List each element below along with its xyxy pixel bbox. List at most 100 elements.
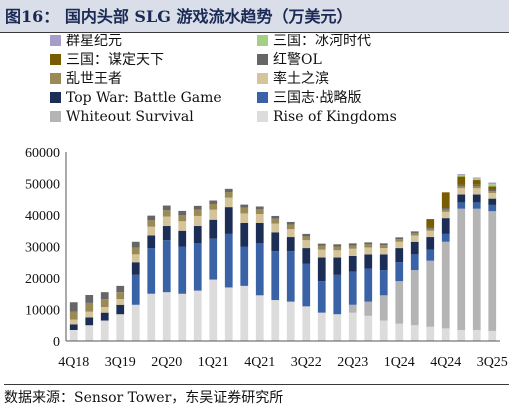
bar-segment <box>488 211 497 331</box>
y-tick-label: 60000 <box>25 146 60 161</box>
legend-label: 乱世王者 <box>66 71 122 87</box>
bar-stack <box>240 204 249 341</box>
x-tick-label: 4Q24 <box>430 355 461 370</box>
bar-segment <box>162 216 171 227</box>
bar-segment <box>147 248 156 294</box>
bar-segment <box>348 248 357 256</box>
bar-segment <box>116 314 125 341</box>
bar-segment <box>193 226 202 244</box>
bar-segment <box>395 239 404 242</box>
bar-segment <box>364 247 373 255</box>
bar-segment <box>317 243 326 246</box>
bar-segment <box>457 194 466 203</box>
bar-segment <box>472 188 481 195</box>
bar-segment <box>209 279 218 341</box>
bar-segment <box>426 260 435 327</box>
bar-segment <box>457 174 466 177</box>
bar-segment <box>131 274 140 305</box>
bar-segment <box>178 215 187 222</box>
bar-segment <box>333 250 342 258</box>
bar-segment <box>302 233 311 237</box>
bar-stack <box>100 292 109 341</box>
bar-stack <box>147 215 156 341</box>
bar-segment <box>131 241 140 248</box>
bar-stack <box>69 302 78 341</box>
legend-swatch <box>257 35 268 46</box>
bar-segment <box>162 226 171 241</box>
bar-stack <box>255 206 264 341</box>
y-tick-label: 20000 <box>25 272 60 287</box>
bar-stack <box>131 241 140 341</box>
bar-segment <box>488 192 497 199</box>
x-tick-label: 2Q20 <box>151 355 182 370</box>
legend-item: 群星纪元 <box>50 34 122 49</box>
bar-segment <box>426 226 435 229</box>
bar-segment <box>255 214 264 223</box>
bar-segment <box>271 232 280 252</box>
bar-segment <box>240 246 249 286</box>
bar-segment <box>162 240 171 293</box>
bar-segment <box>271 300 280 341</box>
bar-segment <box>364 301 373 316</box>
bar-segment <box>317 281 326 313</box>
legend-item: Rise of Kingdoms <box>257 109 397 125</box>
bar-segment <box>457 176 466 185</box>
bar-segment <box>364 244 373 248</box>
legend-swatch <box>257 54 268 65</box>
bar-segment <box>348 304 357 313</box>
bar-segment <box>379 243 388 246</box>
bar-segment <box>395 237 404 240</box>
bar-plot-area <box>69 174 497 341</box>
bar-segment <box>209 219 218 239</box>
x-tick-label: 3Q22 <box>291 355 322 370</box>
bar-segment <box>69 311 78 320</box>
bar-segment <box>255 295 264 341</box>
bar-stack <box>317 243 326 341</box>
bar-segment <box>364 315 373 341</box>
bar-segment <box>240 204 249 208</box>
y-tick-label: 10000 <box>25 304 60 319</box>
bar-segment <box>395 281 404 324</box>
bar-segment <box>457 329 466 341</box>
x-axis: 4Q18 3Q19 2Q20 1Q21 4Q21 3Q22 2Q23 1Q24 4Q24 3Q25 <box>58 340 508 370</box>
bar-segment <box>333 274 342 315</box>
bar-segment <box>85 302 94 312</box>
bar-segment <box>472 202 481 209</box>
bar-segment <box>472 184 481 187</box>
bar-segment <box>193 209 202 216</box>
bar-segment <box>441 211 450 219</box>
bar-segment <box>69 319 78 325</box>
bar-segment <box>240 222 249 247</box>
bar-segment <box>410 241 419 255</box>
legend-swatch <box>257 92 268 103</box>
y-tick-label: 40000 <box>25 209 60 224</box>
bar-segment <box>364 268 373 302</box>
bar-segment <box>426 219 435 227</box>
bar-segment <box>395 241 404 249</box>
bar-segment <box>209 238 218 280</box>
bar-stack <box>271 215 280 341</box>
bar-segment <box>286 229 295 238</box>
bar-stack <box>224 188 233 341</box>
bar-segment <box>131 254 140 263</box>
bar-stack <box>472 177 481 341</box>
bar-segment <box>85 311 94 318</box>
bar-segment <box>472 177 481 179</box>
x-tick-label: 1Q21 <box>198 355 229 370</box>
bar-segment <box>441 241 450 329</box>
bar-segment <box>379 245 388 249</box>
x-tick-label: 1Q24 <box>384 355 415 370</box>
bar-segment <box>441 218 450 234</box>
bar-stack <box>162 205 171 341</box>
bar-segment <box>224 197 233 208</box>
bar-segment <box>116 285 125 293</box>
bar-segment <box>457 188 466 195</box>
bar-segment <box>302 248 311 264</box>
bar-segment <box>472 178 481 181</box>
bar-segment <box>147 220 156 227</box>
bar-stack <box>116 285 125 341</box>
bar-segment <box>224 192 233 198</box>
bar-segment <box>410 235 419 242</box>
bar-segment <box>193 205 202 210</box>
